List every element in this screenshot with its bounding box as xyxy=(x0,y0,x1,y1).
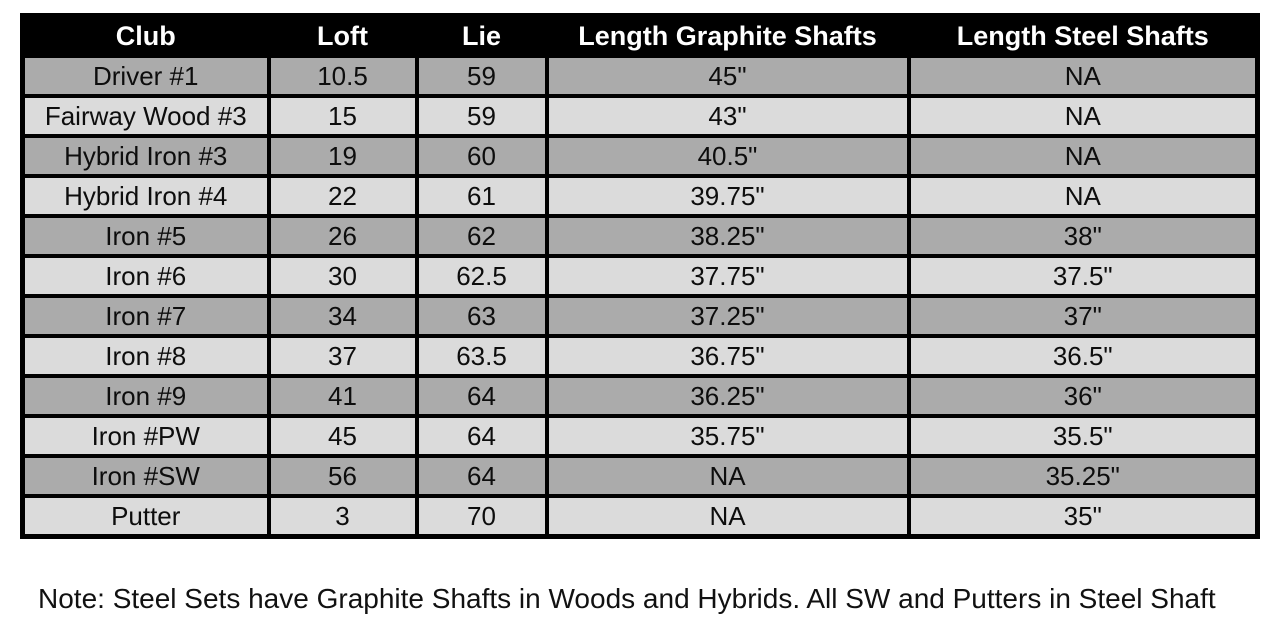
table-cell: 35.5" xyxy=(906,414,1260,458)
table-cell: NA xyxy=(906,94,1260,138)
table-cell: 35" xyxy=(906,494,1260,539)
table-cell: 26 xyxy=(266,214,419,258)
table-cell: 37" xyxy=(906,294,1260,338)
club-cell: Hybrid Iron #3 xyxy=(20,134,271,178)
table-cell: 63.5 xyxy=(414,334,549,378)
table-cell: 19 xyxy=(266,134,419,178)
table-row: Fairway Wood #3 15 59 43" NA xyxy=(20,94,1260,138)
table-row: Iron #9 41 64 36.25" 36" xyxy=(20,374,1260,418)
table-cell: NA xyxy=(544,454,911,498)
table-cell: 37 xyxy=(266,334,419,378)
table-head: Club Loft Lie Length Graphite Shafts Length … xyxy=(20,13,1260,58)
club-cell: Hybrid Iron #4 xyxy=(20,174,271,218)
table-cell: 36" xyxy=(906,374,1260,418)
table-row: Hybrid Iron #4 22 61 39.75" NA xyxy=(20,174,1260,218)
table-cell: 37.75" xyxy=(544,254,911,298)
table-row: Iron #7 34 63 37.25" 37" xyxy=(20,294,1260,338)
club-cell: Fairway Wood #3 xyxy=(20,94,271,138)
table-cell: 15 xyxy=(266,94,419,138)
table-cell: 56 xyxy=(266,454,419,498)
table-cell: 64 xyxy=(414,414,549,458)
table-cell: 39.75" xyxy=(544,174,911,218)
table-cell: NA xyxy=(906,54,1260,98)
table-row: Iron #8 37 63.5 36.75" 36.5" xyxy=(20,334,1260,378)
table-cell: NA xyxy=(544,494,911,539)
table-cell: 45 xyxy=(266,414,419,458)
table-row: Iron #5 26 62 38.25" 38" xyxy=(20,214,1260,258)
table-row: Putter 3 70 NA 35" xyxy=(20,494,1260,539)
table-cell: 38" xyxy=(906,214,1260,258)
table-cell: 43" xyxy=(544,94,911,138)
club-cell: Iron #5 xyxy=(20,214,271,258)
table-row: Iron #SW 56 64 NA 35.25" xyxy=(20,454,1260,498)
table-cell: NA xyxy=(906,134,1260,178)
column-header-0: Club xyxy=(20,13,271,58)
club-cell: Iron #7 xyxy=(20,294,271,338)
table-cell: 64 xyxy=(414,454,549,498)
table-cell: 64 xyxy=(414,374,549,418)
table-cell: 40.5" xyxy=(544,134,911,178)
column-header-3: Length Graphite Shafts xyxy=(544,13,911,58)
club-cell: Iron #8 xyxy=(20,334,271,378)
header-row: Club Loft Lie Length Graphite Shafts Length … xyxy=(20,13,1260,58)
club-cell: Iron #SW xyxy=(20,454,271,498)
club-cell: Iron #PW xyxy=(20,414,271,458)
table-cell: 37.25" xyxy=(544,294,911,338)
column-header-1: Loft xyxy=(266,13,419,58)
table-cell: 36.25" xyxy=(544,374,911,418)
club-cell: Putter xyxy=(20,494,271,539)
table-cell: 41 xyxy=(266,374,419,418)
club-cell: Iron #9 xyxy=(20,374,271,418)
table-cell: 3 xyxy=(266,494,419,539)
table-cell: 10.5 xyxy=(266,54,419,98)
golf-club-spec-table: Club Loft Lie Length Graphite Shafts Length … xyxy=(20,13,1260,539)
table-cell: 60 xyxy=(414,134,549,178)
table-cell: 30 xyxy=(266,254,419,298)
table-cell: NA xyxy=(906,174,1260,218)
table-cell: 62.5 xyxy=(414,254,549,298)
table-cell: 59 xyxy=(414,54,549,98)
club-cell: Driver #1 xyxy=(20,54,271,98)
table-body: Driver #1 10.5 59 45" NA Fairway Wood #3 15 59 4… xyxy=(20,54,1260,539)
table-cell: 35.75" xyxy=(544,414,911,458)
table-cell: 36.5" xyxy=(906,334,1260,378)
column-header-4: Length Steel Shafts xyxy=(906,13,1260,58)
table-cell: 34 xyxy=(266,294,419,338)
table-row: Iron #PW 45 64 35.75" 35.5" xyxy=(20,414,1260,458)
table-cell: 45" xyxy=(544,54,911,98)
table-cell: 62 xyxy=(414,214,549,258)
table-cell: 61 xyxy=(414,174,549,218)
table-cell: 63 xyxy=(414,294,549,338)
table-cell: 36.75" xyxy=(544,334,911,378)
table-row: Driver #1 10.5 59 45" NA xyxy=(20,54,1260,98)
column-header-2: Lie xyxy=(414,13,549,58)
table-cell: 22 xyxy=(266,174,419,218)
table-cell: 35.25" xyxy=(906,454,1260,498)
table-row: Hybrid Iron #3 19 60 40.5" NA xyxy=(20,134,1260,178)
footnote: Note: Steel Sets have Graphite Shafts in… xyxy=(38,583,1216,614)
table-row: Iron #6 30 62.5 37.75" 37.5" xyxy=(20,254,1260,298)
table-cell: 59 xyxy=(414,94,549,138)
table-cell: 70 xyxy=(414,494,549,539)
table-cell: 38.25" xyxy=(544,214,911,258)
table-cell: 37.5" xyxy=(906,254,1260,298)
club-cell: Iron #6 xyxy=(20,254,271,298)
